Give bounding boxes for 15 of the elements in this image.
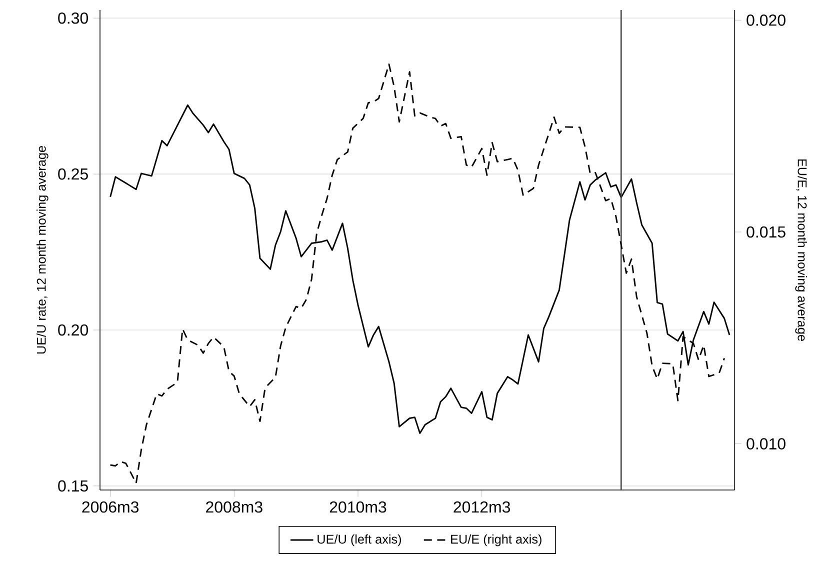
- legend-label: UE/U (left axis): [318, 534, 402, 546]
- y-tick-label: 0.15: [58, 480, 88, 492]
- x-tick-label: 2006m3: [82, 501, 139, 513]
- x-tick-label: 2008m3: [206, 501, 262, 513]
- x-tick-label: 2012m3: [454, 501, 510, 513]
- y2-tick-label: 0.020: [746, 14, 786, 26]
- y-tick-label: 0.30: [58, 12, 88, 24]
- y2-tick-label: 0.015: [746, 226, 786, 238]
- legend-label: EU/E (right axis): [451, 534, 542, 546]
- x-tick-label: 2010m3: [330, 501, 386, 513]
- y-axis-title: UE/U rate, 12 month moving average: [36, 146, 48, 354]
- y-tick-label: 0.20: [58, 324, 88, 336]
- y-tick-label: 0.25: [58, 168, 88, 180]
- y2-axis-title: EU/E, 12 month moving average: [795, 160, 808, 341]
- y2-tick-label: 0.010: [746, 438, 786, 450]
